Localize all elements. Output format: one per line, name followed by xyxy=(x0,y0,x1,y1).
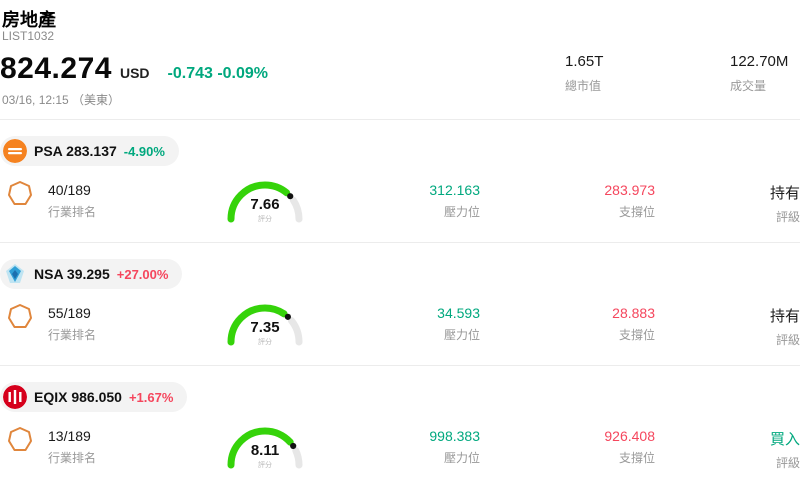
ticker-pill-nsa[interactable]: NSA 39.295 +27.00% xyxy=(0,259,183,289)
rank-value: 40/189 xyxy=(48,182,91,198)
rating-label: 評級 xyxy=(775,210,800,224)
rank-value: 55/189 xyxy=(48,305,91,321)
stock-section-psa: PSA 283.137 -4.90% 40/189 行業排名 7.66 評分 3… xyxy=(0,120,800,242)
volume-label: 成交量 xyxy=(730,79,767,93)
gauge-arc xyxy=(227,181,303,223)
rank-shield-icon xyxy=(8,304,32,328)
score-value: 7.66 xyxy=(250,196,280,213)
market-cap-stat: 1.65T 總市值 xyxy=(565,53,603,94)
page-title: 房地產 xyxy=(2,10,56,30)
support-value: 283.973 xyxy=(604,182,655,198)
gauge-arc xyxy=(227,427,303,469)
rating-label: 評級 xyxy=(775,456,800,470)
gauge-arc xyxy=(227,304,303,346)
support-label: 支撐位 xyxy=(618,328,655,342)
ticker-pill-eqix[interactable]: EQIX 986.050 +1.67% xyxy=(0,382,188,412)
market-cap-value: 1.65T xyxy=(565,53,604,70)
ticker-pill-psa[interactable]: PSA 283.137 -4.90% xyxy=(0,136,179,166)
score-label: 評分 xyxy=(258,339,272,346)
score-label: 評分 xyxy=(258,462,272,469)
resistance-value: 312.163 xyxy=(429,182,480,198)
resistance-col: 998.383 壓力位 xyxy=(429,428,480,466)
industry-rank: 13/189 行業排名 xyxy=(48,428,96,466)
resistance-label: 壓力位 xyxy=(443,451,480,465)
resistance-col: 312.163 壓力位 xyxy=(429,182,480,220)
nsa-logo-icon xyxy=(6,264,24,283)
support-col: 926.408 支撐位 xyxy=(604,428,655,466)
rating-value: 持有 xyxy=(769,185,800,202)
rating-col[interactable]: 持有 評級 xyxy=(770,182,800,225)
volume-value: 122.70M xyxy=(730,53,789,70)
index-change: -0.743 -0.09% xyxy=(167,65,269,82)
ticker-change: +27.00% xyxy=(116,266,169,282)
support-col: 28.883 支撐位 xyxy=(612,305,655,343)
currency-label: USD xyxy=(119,65,150,81)
price-row: 824.274 USD -0.743 -0.09% xyxy=(0,52,268,86)
header: 房地產 LIST1032 824.274 USD -0.743 -0.09% 0… xyxy=(0,0,800,120)
rank-value: 13/189 xyxy=(48,428,91,444)
ticker-price: NSA 39.295 xyxy=(34,266,110,282)
rank-label: 行業排名 xyxy=(48,451,97,465)
rating-value: 持有 xyxy=(769,308,800,325)
resistance-label: 壓力位 xyxy=(443,328,480,342)
quote-datetime: 03/16, 12:15 （美東） xyxy=(2,93,121,107)
score-value: 8.11 xyxy=(250,442,280,459)
resistance-value: 34.593 xyxy=(437,305,480,321)
psa-logo-icon xyxy=(3,139,27,163)
ticker-change: +1.67% xyxy=(128,389,174,405)
industry-rank: 55/189 行業排名 xyxy=(48,305,96,343)
industry-rank: 40/189 行業排名 xyxy=(48,182,96,220)
ticker-change: -4.90% xyxy=(123,143,165,159)
score-value: 7.35 xyxy=(250,319,280,336)
rating-value: 買入 xyxy=(769,431,800,448)
score-gauge: 7.66 評分 xyxy=(222,172,308,228)
support-label: 支撐位 xyxy=(618,205,655,219)
support-value: 28.883 xyxy=(612,305,655,321)
rank-shield-icon xyxy=(8,427,32,451)
stock-section-nsa: NSA 39.295 +27.00% 55/189 行業排名 7.35 評分 3… xyxy=(0,242,800,365)
resistance-value: 998.383 xyxy=(429,428,480,444)
rating-col[interactable]: 買入 評級 xyxy=(770,428,800,471)
market-cap-label: 總市值 xyxy=(565,79,602,93)
resistance-col: 34.593 壓力位 xyxy=(437,305,480,343)
resistance-label: 壓力位 xyxy=(443,205,480,219)
rank-label: 行業排名 xyxy=(48,205,97,219)
score-label: 評分 xyxy=(258,216,272,223)
rank-label: 行業排名 xyxy=(48,328,97,342)
support-value: 926.408 xyxy=(604,428,655,444)
support-col: 283.973 支撐位 xyxy=(604,182,655,220)
index-price: 824.274 xyxy=(0,52,112,85)
score-gauge: 7.35 評分 xyxy=(222,295,308,351)
support-label: 支撐位 xyxy=(618,451,655,465)
rank-shield-icon xyxy=(8,181,32,205)
ticker-price: EQIX 986.050 xyxy=(34,389,122,405)
ticker-price: PSA 283.137 xyxy=(34,143,117,159)
rating-col[interactable]: 持有 評級 xyxy=(770,305,800,348)
volume-stat: 122.70M 成交量 xyxy=(730,53,788,94)
list-id: LIST1032 xyxy=(2,29,55,43)
rating-label: 評級 xyxy=(775,333,800,347)
stock-section-eqix: EQIX 986.050 +1.67% 13/189 行業排名 8.11 評分 … xyxy=(0,365,800,488)
score-gauge: 8.11 評分 xyxy=(222,418,308,474)
eqix-logo-icon xyxy=(3,385,27,409)
